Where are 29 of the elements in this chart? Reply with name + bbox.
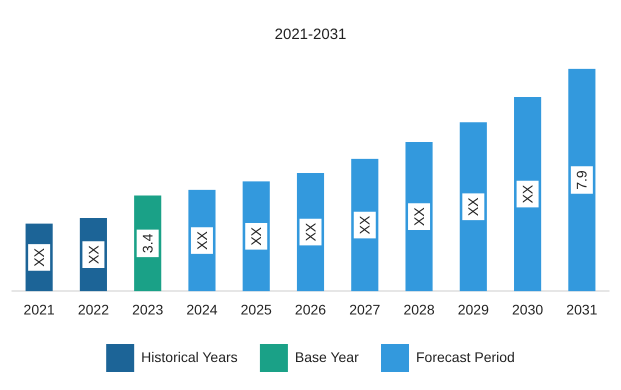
- x-tick-label: 2030: [512, 301, 544, 318]
- data-label: XX: [85, 244, 102, 264]
- chart-title: 2021-2031: [274, 26, 346, 44]
- data-label: XX: [302, 222, 318, 242]
- legend-label: Base Year: [294, 348, 360, 365]
- x-tick-label: 2031: [566, 301, 598, 318]
- data-label: XX: [356, 215, 373, 234]
- data-label: XX: [248, 226, 264, 246]
- data-label: XX: [519, 184, 536, 204]
- x-tick-label: 2025: [240, 301, 272, 318]
- x-tick-label: 2021: [24, 301, 55, 318]
- x-tick-label: 2029: [458, 301, 490, 318]
- bar: [568, 68, 596, 292]
- x-tick-label: 2022: [78, 301, 110, 318]
- x-tick-label: 2023: [132, 301, 164, 318]
- bar: [460, 122, 487, 292]
- x-tick-label: 2024: [186, 301, 218, 318]
- data-label: 3.4: [140, 233, 156, 254]
- x-tick-label: 2026: [294, 301, 326, 318]
- data-label: XX: [194, 230, 210, 250]
- legend-label: Historical Years: [141, 348, 238, 365]
- x-tick-label: 2028: [403, 301, 435, 318]
- data-label: XX: [410, 206, 427, 226]
- data-label: XX: [465, 196, 482, 216]
- legend-label: Forecast Period: [416, 348, 515, 365]
- data-label: XX: [30, 247, 47, 267]
- data-label: 7.9: [574, 170, 590, 190]
- x-tick-label: 2027: [349, 301, 381, 318]
- bar: [514, 96, 542, 292]
